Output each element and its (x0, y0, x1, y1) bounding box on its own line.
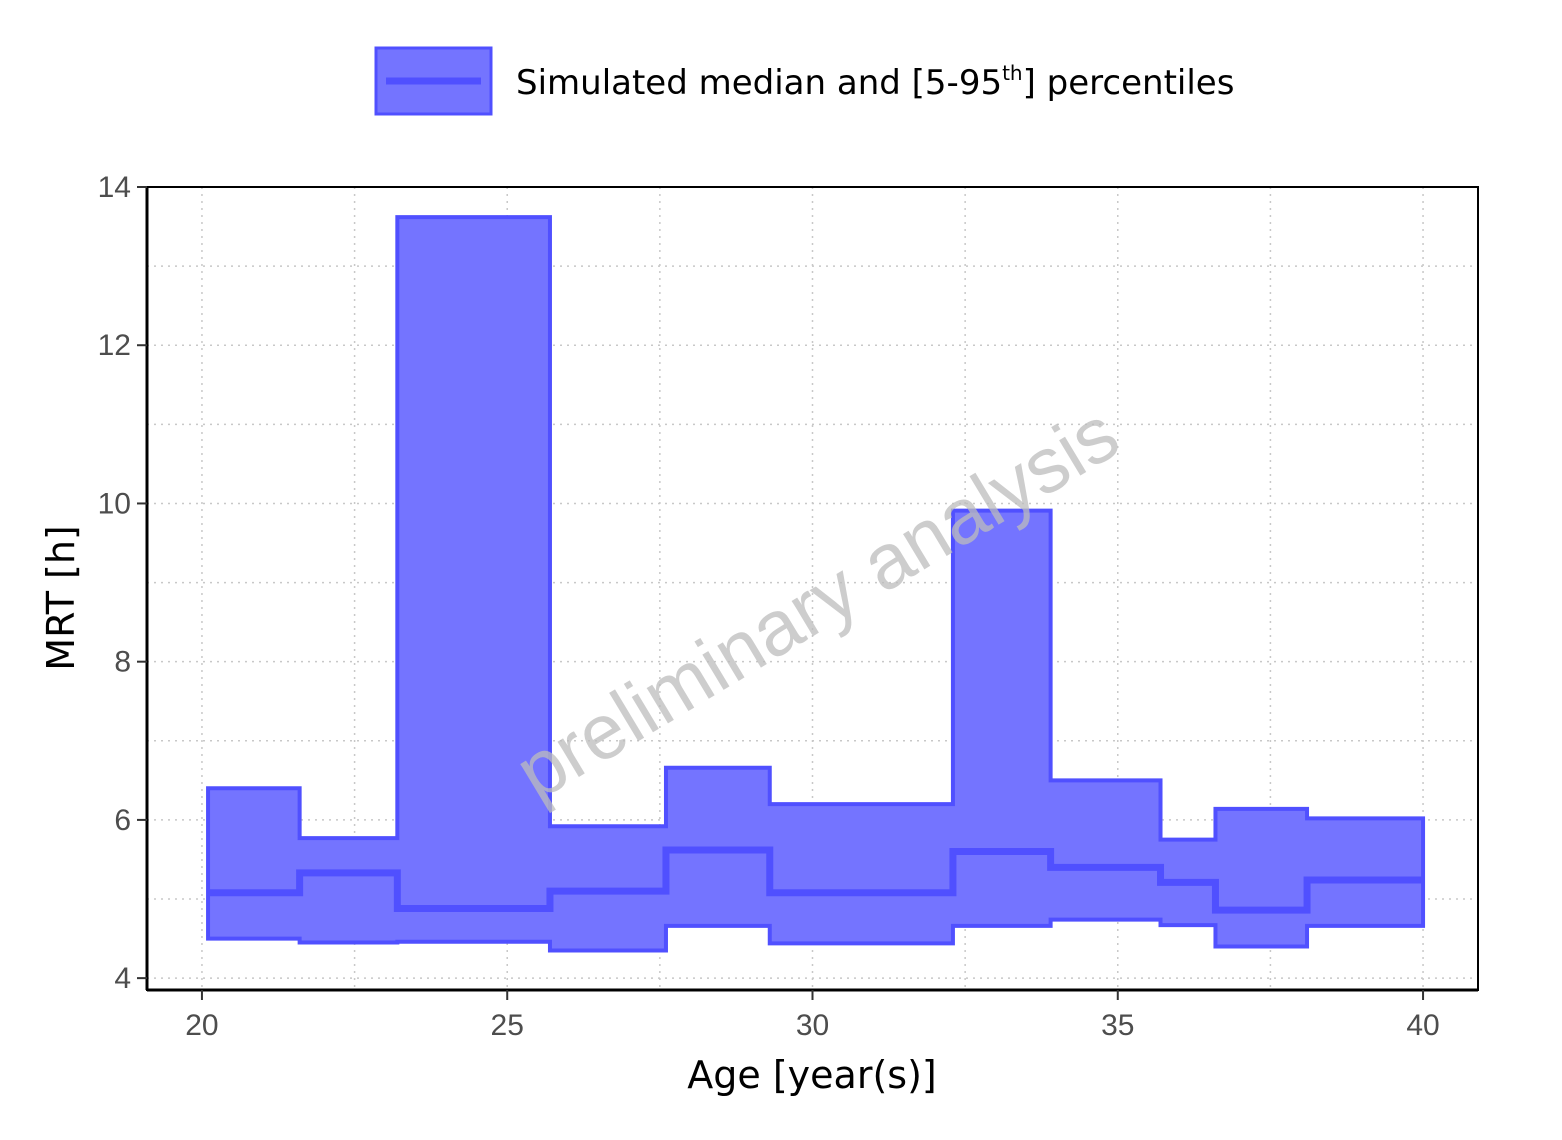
x-tick-label: 35 (1101, 1009, 1134, 1042)
x-tick-label: 40 (1406, 1009, 1439, 1042)
legend-label: Simulated median and [5-95th] percentile… (516, 61, 1234, 103)
legend-text-before: Simulated median and [5-95 (516, 63, 1002, 103)
percentile-bands (206, 215, 1426, 953)
y-axis-title: MRT [h] (39, 525, 83, 670)
y-axis-ticks: 4 6 8 10 12 14 (98, 171, 147, 995)
y-tick-label: 8 (114, 646, 131, 679)
legend: Simulated median and [5-95th] percentile… (374, 46, 1234, 116)
x-axis-title: Age [year(s)] (687, 1053, 936, 1097)
x-tick-label: 30 (796, 1009, 829, 1042)
y-tick-label: 4 (114, 962, 131, 995)
median-line (208, 846, 1424, 914)
y-tick-label: 14 (98, 171, 131, 204)
legend-superscript: th (1002, 61, 1023, 85)
y-tick-label: 10 (98, 487, 131, 520)
percentile-band (206, 215, 1426, 953)
y-tick-label: 12 (98, 329, 131, 362)
x-tick-label: 25 (491, 1009, 524, 1042)
legend-text-after: ] percentiles (1023, 63, 1235, 103)
x-tick-label: 20 (185, 1009, 218, 1042)
x-axis-ticks: 20 25 30 35 40 (185, 990, 1440, 1042)
y-tick-label: 6 (114, 804, 131, 837)
